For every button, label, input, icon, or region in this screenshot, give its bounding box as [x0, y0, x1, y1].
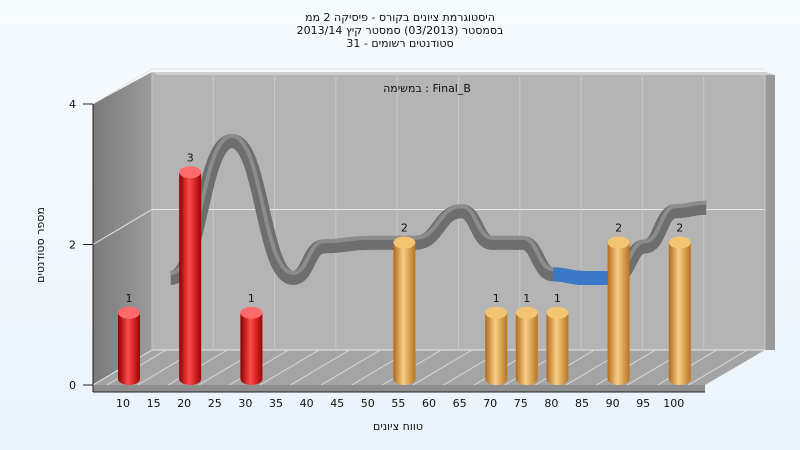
chart-title-line-3: סטודנטים רשומים - 31 [346, 37, 453, 50]
grid-line-h [92, 68, 765, 105]
x-tick-label: 85 [575, 397, 589, 410]
bar-value-label: 1 [523, 292, 530, 305]
x-tick-label: 65 [453, 397, 467, 410]
bar-70: 1 [485, 292, 508, 386]
bar-30: 1 [240, 292, 263, 386]
x-tick-label: 100 [663, 397, 684, 410]
bar-value-label: 2 [401, 222, 408, 235]
bar-cap [668, 236, 691, 249]
bar-value-label: 1 [248, 292, 255, 305]
plot-top-edge [152, 72, 775, 75]
bar-80: 1 [546, 292, 569, 386]
bar-cap [118, 306, 140, 319]
trend-line [168, 133, 707, 285]
grid-line-v [688, 349, 748, 386]
bar-value-label: 2 [615, 222, 622, 235]
bar-value-label: 3 [187, 151, 194, 164]
y-tick-label: 4 [69, 98, 76, 111]
plot-side-wall [93, 72, 152, 385]
bar-value-label: 2 [676, 222, 683, 235]
bar-75: 1 [515, 292, 538, 386]
bar-value-label: 1 [493, 292, 500, 305]
bar-body [118, 312, 140, 385]
bar-cap [546, 306, 569, 319]
trend-ribbon-highlight [170, 133, 707, 275]
task-annotation: במשימה : Final_B [383, 82, 471, 95]
x-tick-label: 10 [116, 397, 130, 410]
x-tick-label: 35 [269, 397, 283, 410]
tick-labels: 10 15 20 25 30 35 40 45 50 55 60 65 70 75 80 85 90 95 100 0… [69, 98, 684, 410]
y-tick-label: 0 [69, 379, 76, 392]
y-tick-label: 2 [69, 239, 76, 252]
x-tick-label: 90 [606, 397, 620, 410]
x-tick-label: 15 [147, 397, 161, 410]
bar-90: 2 [607, 222, 630, 386]
plot-right-edge [765, 72, 775, 350]
axes [92, 104, 705, 393]
x-axis-title: טווח ציונים [373, 420, 423, 433]
x-tick-label: 70 [483, 397, 497, 410]
bar-cap [515, 306, 538, 319]
trend-segment-highlight [553, 267, 615, 285]
chart-title-line-1: היסטוגרמת ציונים בקורס - פיסיקה 2 ממ [305, 11, 495, 24]
bar-body [393, 242, 416, 386]
plot-floor-front [93, 385, 705, 392]
bar-body [515, 312, 538, 386]
bar-55: 2 [393, 222, 416, 386]
bar-value-label: 1 [126, 292, 133, 305]
bar-body [485, 312, 508, 386]
grid-line-v [320, 349, 381, 386]
bar-cap [393, 236, 416, 249]
bar-body [179, 172, 202, 386]
bar-100: 2 [668, 222, 691, 386]
bar-body [668, 242, 691, 386]
bar-cap [240, 306, 263, 319]
bar-10: 1 [118, 292, 140, 385]
bar-body [240, 312, 263, 386]
bar-body [546, 312, 569, 386]
x-tick-label: 95 [636, 397, 650, 410]
bar-body [607, 242, 630, 386]
x-tick-label: 55 [391, 397, 405, 410]
chart-title-line-2: בסמסטר (03/2013) סמסטר קיץ 2013/14 [297, 24, 504, 37]
x-tick-label: 75 [514, 397, 528, 410]
grid-line-v [290, 349, 350, 386]
bar-cap [179, 166, 202, 179]
x-tick-label: 45 [330, 397, 344, 410]
x-tick-label: 20 [177, 397, 191, 410]
x-tick-label: 60 [422, 397, 436, 410]
x-tick-label: 80 [544, 397, 558, 410]
x-tick-label: 50 [361, 397, 375, 410]
x-tick-label: 25 [208, 397, 222, 410]
x-tick-label: 40 [300, 397, 314, 410]
bar-20: 3 [179, 151, 202, 386]
y-axis-title: מספר סטודנטים [34, 207, 47, 283]
bar-value-label: 1 [554, 292, 561, 305]
bar-cap [485, 306, 508, 319]
grid-line-v [259, 349, 320, 386]
x-tick-label: 30 [238, 397, 252, 410]
bar-cap [607, 236, 630, 249]
grid-line-v [412, 349, 473, 386]
bars: 1 3 1 2 1 1 1 2 2 [118, 151, 691, 386]
